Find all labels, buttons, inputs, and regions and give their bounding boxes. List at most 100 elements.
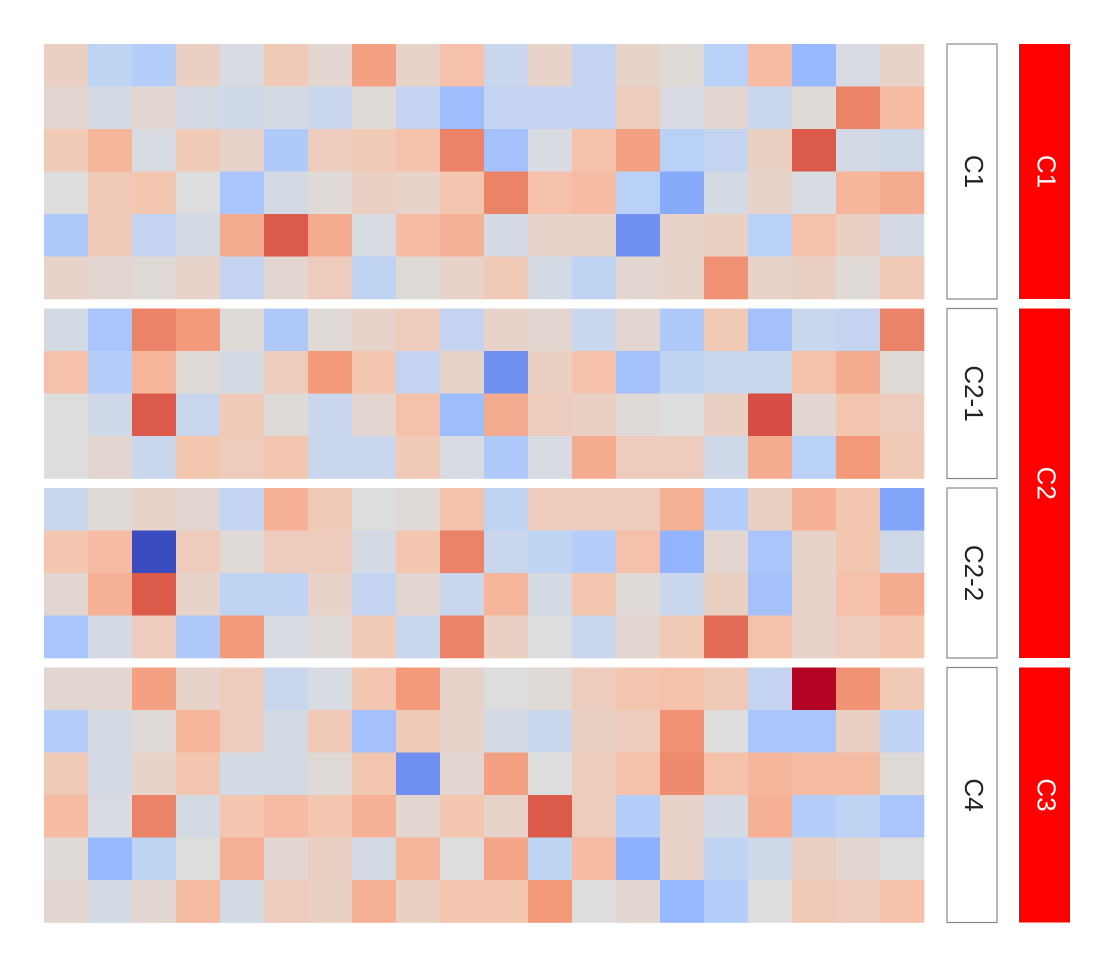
heatmap-cell: [308, 86, 353, 130]
heatmap-cell: [748, 171, 793, 215]
heatmap-cell: [220, 129, 265, 172]
group-bar: [1019, 308, 1070, 658]
heatmap-cell: [528, 256, 573, 300]
heatmap-cell: [616, 393, 661, 437]
heatmap-cell: [396, 667, 441, 711]
heatmap-cell: [528, 530, 573, 574]
heatmap-cell: [836, 86, 881, 130]
heatmap-cell: [660, 530, 705, 574]
heatmap-cell: [616, 615, 661, 659]
heatmap-cell: [220, 837, 265, 881]
heatmap-cell: [440, 214, 485, 257]
heatmap-cell: [308, 256, 353, 300]
split-label-box: [946, 43, 998, 300]
heatmap-cell: [748, 488, 793, 531]
heatmap-cell: [616, 256, 661, 300]
group-bar: [1019, 44, 1070, 299]
heatmap-cell: [440, 171, 485, 215]
heatmap-cell: [44, 86, 89, 130]
heatmap-cell: [704, 129, 749, 172]
heatmap-cell: [836, 667, 881, 711]
heatmap-cell: [44, 351, 89, 394]
heatmap-cell: [704, 530, 749, 574]
heatmap-cell: [748, 308, 793, 352]
heatmap-cell: [396, 129, 441, 172]
heatmap-cell: [572, 393, 617, 437]
heatmap-cell: [308, 880, 353, 923]
heatmap-cell: [44, 530, 89, 574]
heatmap-cell: [880, 752, 925, 796]
heatmap-cell: [396, 880, 441, 923]
heatmap-cell: [484, 351, 529, 394]
heatmap-cell: [792, 436, 837, 479]
split-label: C2-1: [959, 365, 989, 421]
heatmap-cell: [660, 351, 705, 394]
heatmap-cell: [440, 308, 485, 352]
heatmap-cell: [836, 488, 881, 531]
heatmap-cell: [220, 214, 265, 257]
heatmap-cell: [88, 573, 133, 616]
heatmap-cell: [748, 256, 793, 300]
heatmap-cell: [484, 615, 529, 659]
heatmap-cell: [44, 795, 89, 838]
heatmap-cell: [352, 214, 397, 257]
heatmap-cell: [264, 573, 309, 616]
heatmap-cell: [660, 667, 705, 711]
heatmap-cell: [836, 256, 881, 300]
heatmap-cell: [704, 488, 749, 531]
heatmap-cell: [44, 880, 89, 923]
heatmap-cell: [132, 44, 177, 87]
heatmap-cell: [176, 752, 221, 796]
heatmap-cell: [880, 256, 925, 300]
heatmap-cell: [704, 44, 749, 87]
heatmap-cell: [572, 615, 617, 659]
heatmap-cell: [484, 530, 529, 574]
heatmap-cell: [396, 393, 441, 437]
heatmap-cell: [88, 488, 133, 531]
heatmap-cell: [880, 615, 925, 659]
heatmap-cell: [528, 171, 573, 215]
heatmap-cell: [176, 488, 221, 531]
heatmap-cell: [836, 710, 881, 753]
heatmap-cell: [836, 214, 881, 257]
heatmap-cell: [176, 795, 221, 838]
split-label: C1: [959, 155, 989, 188]
heatmap-cell: [616, 308, 661, 352]
heatmap-cell: [308, 171, 353, 215]
heatmap-cell: [484, 86, 529, 130]
heatmap-cell: [352, 795, 397, 838]
heatmap-cell: [660, 308, 705, 352]
heatmap-cell: [88, 44, 133, 87]
heatmap-cell: [528, 129, 573, 172]
heatmap-cell: [176, 308, 221, 352]
heatmap-cell: [836, 795, 881, 838]
heatmap-cell: [396, 710, 441, 753]
heatmap-cell: [440, 436, 485, 479]
heatmap-cell: [220, 710, 265, 753]
heatmap-cell: [836, 530, 881, 574]
heatmap-cell: [176, 880, 221, 923]
heatmap-cell: [176, 129, 221, 172]
split-label-box: [946, 666, 998, 924]
heatmap-cell: [704, 436, 749, 479]
heatmap-cell: [748, 667, 793, 711]
heatmap-cell: [264, 488, 309, 531]
heatmap-cell: [396, 615, 441, 659]
heatmap-cell: [484, 488, 529, 531]
heatmap-cell: [528, 214, 573, 257]
heatmap-cell: [132, 351, 177, 394]
heatmap-cell: [352, 436, 397, 479]
heatmap-cell: [264, 129, 309, 172]
heatmap-cell: [176, 393, 221, 437]
heatmap-cell: [132, 308, 177, 352]
heatmap-cell: [44, 488, 89, 531]
heatmap-cell: [572, 436, 617, 479]
heatmap-cell: [44, 171, 89, 215]
heatmap-cell: [352, 308, 397, 352]
heatmap-cell: [660, 256, 705, 300]
heatmap-cell: [572, 530, 617, 574]
heatmap-cell: [704, 752, 749, 796]
heatmap-cell: [572, 129, 617, 172]
heatmap-cell: [528, 837, 573, 881]
heatmap-cell: [572, 752, 617, 796]
